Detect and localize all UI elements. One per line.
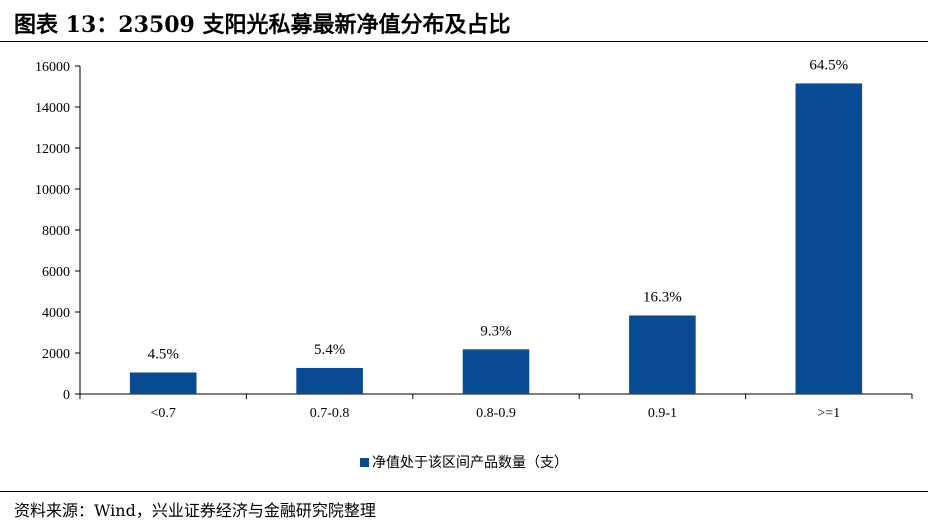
data-label-3: 16.3% [643, 289, 682, 305]
y-tick-label: 6000 [42, 265, 70, 280]
x-axis: <0.7 0.7-0.8 0.8-0.9 0.9-1 >=1 [79, 393, 913, 421]
x-tick-label-2: 0.8-0.9 [476, 406, 516, 421]
y-tick-label: 12000 [35, 142, 70, 157]
x-tick-label-3: 0.9-1 [648, 406, 677, 421]
y-axis: 0 2000 4000 6000 8000 10000 12000 14000 16000 [35, 60, 81, 403]
x-tick-label-0: <0.7 [150, 406, 175, 421]
y-tick-label: 10000 [35, 183, 70, 198]
figure-title: 图表 13：23509 支阳光私募最新净值分布及占比 [14, 12, 511, 38]
legend-label: 净值处于该区间产品数量（支） [372, 455, 568, 471]
x-tick-label-4: >=1 [817, 406, 840, 421]
source-divider [0, 491, 928, 492]
x-tick-label-1: 0.7-0.8 [310, 406, 350, 421]
bar-1 [296, 367, 363, 394]
source-note: 资料来源：Wind，兴业证券经济与金融研究院整理 [14, 501, 376, 520]
bar-0 [129, 372, 197, 394]
legend-swatch [360, 457, 369, 467]
bar-series [129, 83, 863, 395]
y-tick-label: 2000 [42, 347, 70, 362]
data-label-1: 5.4% [314, 342, 345, 358]
data-label-2: 9.3% [480, 323, 511, 339]
title-bar: 图表 13：23509 支阳光私募最新净值分布及占比 [0, 0, 928, 42]
y-tick-label: 16000 [35, 60, 70, 75]
y-tick-label: 0 [63, 388, 70, 403]
y-tick-label: 8000 [42, 224, 70, 239]
legend: 净值处于该区间产品数量（支） [0, 452, 928, 472]
bar-2 [462, 349, 530, 394]
data-label-4: 64.5% [809, 57, 848, 73]
bar-3 [629, 315, 696, 394]
data-labels: 4.5% 5.4% 9.3% 16.3% 64.5% [148, 57, 849, 362]
bar-4 [795, 83, 863, 395]
y-tick-label: 4000 [42, 306, 70, 321]
data-label-0: 4.5% [148, 346, 179, 362]
bar-chart: 0 2000 4000 6000 8000 10000 12000 14000 16000 <0… [35, 57, 913, 421]
y-tick-label: 14000 [35, 101, 70, 116]
